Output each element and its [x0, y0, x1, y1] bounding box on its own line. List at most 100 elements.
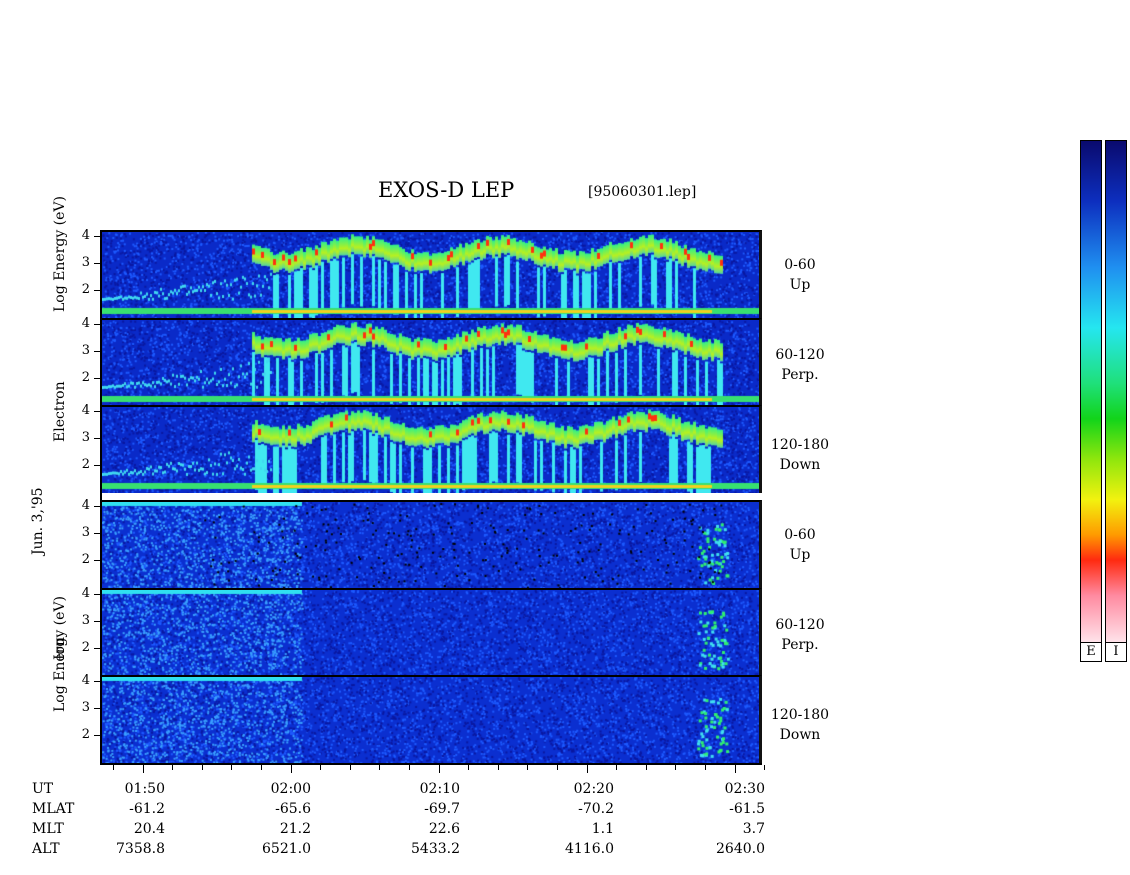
electron-panel-1: [102, 318, 762, 406]
y-tick: [94, 290, 102, 291]
ion-panel-2: [102, 675, 762, 763]
colorbar-electron: [1080, 140, 1102, 647]
y-tick-label: 2: [81, 640, 90, 655]
panel-label-i-perp: 60-120 Perp.: [775, 617, 825, 653]
footer-ut-value: 01:50: [124, 781, 165, 797]
x-tick: [468, 765, 470, 770]
file-name: [95060301.lep]: [588, 184, 697, 200]
y-tick-label: 2: [81, 282, 90, 297]
footer-alt-value: 7358.8: [116, 841, 165, 857]
y-axis-line: [100, 230, 102, 763]
y-tick-label: 2: [81, 457, 90, 472]
date-label: Jun. 3,'95: [30, 487, 46, 555]
y-tick-label: 4: [81, 403, 90, 418]
x-tick: [438, 765, 440, 773]
y-tick-label: 3: [81, 525, 90, 540]
y-tick-label: 3: [81, 343, 90, 358]
footer-ut-value: 02:00: [270, 781, 311, 797]
footer-mlt-value: 20.4: [133, 821, 165, 837]
footer-label-mlat: MLAT: [32, 801, 75, 817]
x-tick: [201, 765, 203, 770]
footer-ut-value: 02:20: [573, 781, 614, 797]
chart-title: EXOS-D LEP: [378, 178, 515, 202]
y-tick: [94, 735, 102, 736]
ion-panel-0: [102, 500, 762, 588]
spectrogram-canvas: [102, 232, 759, 318]
y-tick-label: 3: [81, 700, 90, 715]
y-tick-label: 3: [81, 255, 90, 270]
x-tick: [142, 765, 144, 773]
x-tick: [409, 765, 410, 770]
y-tick: [94, 648, 102, 649]
y-tick-label: 4: [81, 228, 90, 243]
footer-mlt-value: 21.2: [279, 821, 311, 837]
electron-energy-label: Log Energy (eV): [52, 196, 68, 312]
colorbar-ion-label: I: [1105, 642, 1127, 662]
y-tick-label: 2: [81, 370, 90, 385]
y-tick: [94, 533, 102, 534]
footer-mlt-value: 3.7: [742, 821, 765, 837]
panel-label-i-down: 120-180 Down: [770, 707, 830, 743]
x-tick: [320, 765, 322, 770]
electron-panel-0: [102, 230, 762, 318]
footer-mlat-value: -65.6: [275, 801, 311, 817]
footer-ut-value: 02:10: [419, 781, 460, 797]
colorbar-electron-label: E: [1080, 642, 1102, 662]
footer-ut-value: 02:30: [724, 781, 765, 797]
y-tick-label: 4: [81, 586, 90, 601]
colorbar-ion: [1105, 140, 1127, 647]
x-tick: [616, 765, 618, 770]
x-axis-line: [100, 763, 762, 765]
spectrogram-canvas: [102, 407, 759, 493]
y-tick-label: 2: [81, 727, 90, 742]
x-tick: [675, 765, 677, 770]
footer-label-alt: ALT: [32, 841, 60, 857]
spectrogram-canvas: [102, 590, 759, 676]
y-tick: [94, 708, 102, 709]
footer-alt-value: 4116.0: [565, 841, 614, 857]
spectrogram-canvas: [102, 677, 759, 763]
footer-mlat-value: -61.2: [129, 801, 165, 817]
electron-species-label: Electron: [52, 381, 68, 442]
panel-label-e-down: 120-180 Down: [770, 437, 830, 473]
footer-mlat-value: -69.7: [424, 801, 460, 817]
x-tick: [586, 765, 588, 773]
y-tick-label: 3: [81, 613, 90, 628]
y-tick: [94, 465, 102, 466]
ion-panel-1: [102, 588, 762, 676]
footer-alt-value: 5433.2: [411, 841, 460, 857]
x-tick: [764, 765, 766, 770]
footer-mlt-value: 22.6: [428, 821, 460, 837]
panel-label-e-perp: 60-120 Perp.: [775, 347, 825, 383]
y-tick-label: 4: [81, 498, 90, 513]
ion-species-label: Ion: [52, 637, 68, 660]
footer-label-mlt: MLT: [32, 821, 64, 837]
electron-panel-2: [102, 405, 762, 493]
footer-mlat-value: -61.5: [729, 801, 765, 817]
footer-label-ut: UT: [32, 781, 54, 797]
y-tick: [94, 378, 102, 379]
y-tick: [94, 351, 102, 352]
y-tick: [94, 438, 102, 439]
y-tick: [94, 324, 102, 325]
x-tick: [261, 765, 262, 770]
panel-label-e-up: 0-60 Up: [784, 257, 816, 293]
y-tick-label: 2: [81, 552, 90, 567]
y-tick: [94, 594, 102, 595]
x-tick: [290, 765, 292, 773]
spectrogram-canvas: [102, 320, 759, 406]
x-tick: [527, 765, 529, 770]
y-tick: [94, 411, 102, 412]
x-tick: [379, 765, 381, 770]
y-tick-label: 3: [81, 430, 90, 445]
footer-alt-value: 2640.0: [716, 841, 765, 857]
x-tick: [231, 765, 233, 770]
x-tick: [113, 765, 114, 770]
y-tick-label: 4: [81, 673, 90, 688]
y-tick: [94, 560, 102, 561]
panel-label-i-up: 0-60 Up: [784, 527, 816, 563]
x-tick: [497, 765, 499, 770]
y-tick: [94, 506, 102, 507]
x-tick: [734, 765, 736, 773]
footer-mlat-value: -70.2: [578, 801, 614, 817]
